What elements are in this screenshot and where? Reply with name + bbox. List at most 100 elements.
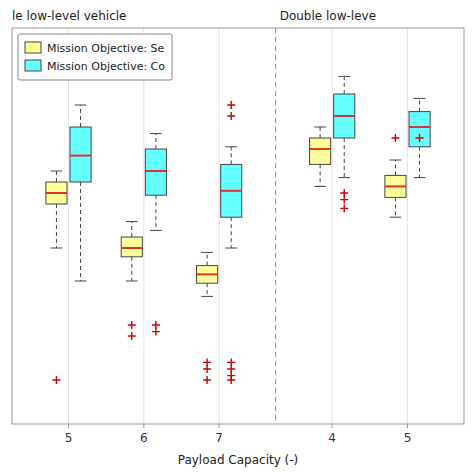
x-tick-label: 7 — [215, 431, 223, 445]
x-tick-label: 5 — [65, 431, 73, 445]
whisker — [80, 182, 81, 281]
x-axis-label: Payload Capacity (-) — [178, 453, 299, 467]
flier — [203, 376, 211, 384]
box — [310, 138, 331, 164]
whisker-cap — [314, 186, 326, 187]
x-tick — [68, 424, 69, 428]
flier — [52, 376, 60, 384]
flier — [128, 321, 136, 329]
legend-label: Mission Objective: Co — [47, 60, 165, 73]
whisker-cap — [126, 221, 138, 222]
annotation: le low-level vehicle — [12, 9, 126, 23]
whisker-cap — [390, 160, 402, 161]
whisker-cap — [338, 177, 350, 178]
whisker — [320, 164, 321, 186]
whisker-cap — [314, 127, 326, 128]
box — [145, 149, 166, 195]
median — [197, 273, 218, 275]
whisker — [395, 160, 396, 175]
median — [70, 155, 91, 157]
median — [334, 115, 355, 117]
box-group — [310, 127, 331, 186]
flier — [227, 101, 235, 109]
whisker — [155, 134, 156, 149]
whisker — [231, 147, 232, 165]
box — [334, 94, 355, 138]
box — [70, 127, 91, 182]
whisker-cap — [150, 133, 162, 134]
grid-line — [143, 28, 144, 424]
whisker-cap — [338, 76, 350, 77]
median — [121, 247, 142, 249]
grid-line — [332, 28, 333, 424]
whisker-cap — [225, 146, 237, 147]
legend: Mission Objective: SeMission Objective: … — [18, 34, 172, 80]
whisker-cap — [414, 177, 426, 178]
whisker — [207, 252, 208, 265]
whisker — [155, 195, 156, 230]
box-group — [70, 105, 91, 281]
flier — [340, 189, 348, 197]
x-tick — [219, 424, 220, 428]
flier — [152, 328, 160, 336]
whisker-cap — [225, 248, 237, 249]
whisker — [344, 138, 345, 178]
box — [409, 112, 430, 147]
median — [385, 185, 406, 187]
flier — [340, 204, 348, 212]
grid-line — [407, 28, 408, 424]
whisker-cap — [51, 171, 63, 172]
x-tick — [143, 424, 144, 428]
median — [409, 126, 430, 128]
box — [197, 266, 218, 284]
legend-swatch — [25, 42, 41, 53]
flier — [128, 332, 136, 340]
median — [221, 190, 242, 192]
box-group — [197, 252, 218, 384]
whisker-cap — [75, 105, 87, 106]
group-divider — [275, 28, 276, 424]
x-tick-label: 4 — [328, 431, 336, 445]
box — [385, 175, 406, 197]
median — [145, 170, 166, 172]
box-group — [385, 134, 406, 217]
whisker — [80, 105, 81, 127]
grid-line — [219, 28, 220, 424]
whisker — [344, 76, 345, 94]
whisker-cap — [201, 296, 213, 297]
legend-swatch — [25, 60, 41, 71]
x-tick-label: 6 — [140, 431, 148, 445]
box-group — [221, 101, 242, 384]
grid-line — [68, 28, 69, 424]
marks — [46, 76, 430, 384]
whisker — [419, 98, 420, 111]
flier — [203, 358, 211, 366]
whisker — [419, 147, 420, 178]
flier — [391, 134, 399, 142]
box-group — [409, 98, 430, 177]
whisker-cap — [150, 230, 162, 231]
whisker — [320, 127, 321, 138]
whisker — [131, 222, 132, 237]
legend-box — [18, 34, 172, 80]
x-tick-label: 5 — [404, 431, 412, 445]
median — [46, 192, 67, 194]
plot-area — [12, 28, 464, 424]
whisker-cap — [75, 281, 87, 282]
box — [46, 182, 67, 204]
whisker-cap — [390, 217, 402, 218]
flier — [227, 112, 235, 120]
box-group — [121, 222, 142, 340]
box — [221, 164, 242, 217]
chart: 5 6 7 4 5 Payload Capacity (-) le low-level ve… — [0, 0, 474, 474]
box-group — [46, 171, 67, 384]
whisker — [131, 257, 132, 281]
box-group — [145, 134, 166, 336]
flier — [227, 376, 235, 384]
plot-frame — [12, 28, 464, 424]
box — [121, 237, 142, 257]
whisker — [207, 283, 208, 296]
whisker-cap — [201, 252, 213, 253]
median — [310, 148, 331, 150]
whisker-cap — [414, 98, 426, 99]
